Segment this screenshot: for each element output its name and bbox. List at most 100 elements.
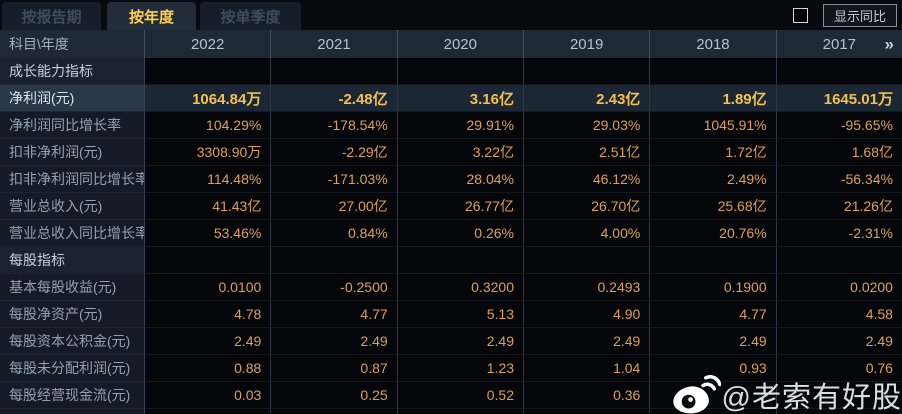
tab-by-year[interactable]: 按年度 — [107, 2, 196, 30]
value-cell: -2.48亿 — [271, 85, 398, 112]
more-years-chevron-icon[interactable]: » — [884, 34, 894, 54]
value-cell — [271, 58, 398, 85]
table-row: 净利润(元) 1064.84万 -2.48亿 3.16亿 2.43亿 1.89亿 1645.… — [0, 85, 902, 112]
value-cell — [397, 409, 524, 414]
value-cell: 1.89亿 — [650, 85, 777, 112]
table-row: 每股未分配利润(元) 0.88 0.87 1.23 1.04 0.93 0.76 — [0, 355, 902, 382]
table-row: 每股资本公积金(元) 2.49 2.49 2.49 2.49 2.49 2.49 — [0, 328, 902, 355]
value-cell: 29.91% — [397, 112, 524, 139]
value-cell: 46.12% — [523, 166, 651, 193]
year-header-label: 2017 — [822, 35, 856, 53]
value-cell: -0.2500 — [271, 274, 398, 301]
value-cell: 5.13 — [397, 301, 524, 328]
value-cell: 2.51亿 — [523, 139, 651, 166]
value-cell: 4.58 — [776, 301, 902, 328]
value-cell: 1064.84万 — [145, 85, 272, 112]
value-cell — [650, 247, 777, 274]
table-row: 每股净资产(元) 4.78 4.77 5.13 4.90 4.77 4.58 — [0, 301, 902, 328]
value-cell: 0.0200 — [776, 274, 902, 301]
row-label: 基本每股收益(元) — [0, 274, 145, 301]
tab-bar: 按报告期 按年度 按单季度 显示同比 — [0, 0, 902, 30]
value-cell: 3.22亿 — [397, 139, 524, 166]
table-row — [0, 409, 902, 414]
value-cell: 2.49 — [271, 328, 398, 355]
year-header-2017: 2017 » — [777, 30, 902, 58]
value-cell: 0.1900 — [650, 274, 777, 301]
tab-by-single-quarter[interactable]: 按单季度 — [200, 2, 301, 30]
row-label: 净利润(元) — [0, 85, 145, 112]
value-cell: -178.54% — [271, 112, 398, 139]
value-cell — [145, 247, 272, 274]
value-cell: 21.26亿 — [776, 193, 902, 220]
value-cell: -2.29亿 — [271, 139, 398, 166]
value-cell: 1.68亿 — [776, 139, 902, 166]
value-cell: 0.88 — [145, 355, 272, 382]
row-label: 每股资本公积金(元) — [0, 328, 145, 355]
value-cell: 2.49 — [650, 328, 777, 355]
value-cell — [523, 58, 651, 85]
table-row: 每股经营现金流(元) 0.03 0.25 0.52 0.36 — [0, 382, 902, 409]
value-cell — [776, 247, 902, 274]
value-cell: 4.90 — [523, 301, 651, 328]
value-cell: -56.34% — [776, 166, 902, 193]
value-cell: 1045.91% — [650, 112, 777, 139]
value-cell — [650, 58, 777, 85]
row-label: 每股净资产(元) — [0, 301, 145, 328]
table-row: 营业总收入同比增长率 53.46% 0.84% 0.26% 4.00% 20.76% -2.… — [0, 220, 902, 247]
row-label: 每股指标 — [0, 247, 145, 274]
year-header-2019: 2019 — [524, 30, 651, 58]
value-cell: 53.46% — [145, 220, 272, 247]
row-label — [0, 409, 145, 414]
show-yoy-button[interactable]: 显示同比 — [823, 4, 897, 27]
value-cell: 4.77 — [650, 301, 777, 328]
table-row: 扣非净利润同比增长率 114.48% -171.03% 28.04% 46.12% 2.4… — [0, 166, 902, 193]
row-label: 成长能力指标 — [0, 58, 145, 85]
table-row: 净利润同比增长率 104.29% -178.54% 29.91% 29.03% 1045.… — [0, 112, 902, 139]
value-cell: 25.68亿 — [650, 193, 777, 220]
value-cell: 1.04 — [523, 355, 651, 382]
value-cell: 2.49 — [776, 328, 902, 355]
value-cell: 26.77亿 — [397, 193, 524, 220]
row-label: 营业总收入同比增长率 — [0, 220, 145, 247]
value-cell: 27.00亿 — [271, 193, 398, 220]
value-cell: 2.49% — [650, 166, 777, 193]
row-label: 每股经营现金流(元) — [0, 382, 145, 409]
value-cell: 0.52 — [397, 382, 524, 409]
tab-by-report-period[interactable]: 按报告期 — [2, 2, 101, 30]
value-cell: 41.43亿 — [145, 193, 272, 220]
table-body: 成长能力指标 净利润(元) 1064.84万 -2.48亿 3.16亿 2.43亿 1.89… — [0, 58, 902, 414]
show-yoy-checkbox[interactable] — [793, 8, 808, 23]
value-cell — [397, 58, 524, 85]
value-cell — [271, 409, 398, 414]
section-row: 成长能力指标 — [0, 58, 902, 85]
value-cell: 3308.90万 — [145, 139, 272, 166]
value-cell — [650, 382, 777, 409]
value-cell: 2.43亿 — [523, 85, 651, 112]
value-cell: 0.84% — [271, 220, 398, 247]
year-header-2022: 2022 — [145, 30, 272, 58]
table-row: 营业总收入(元) 41.43亿 27.00亿 26.77亿 26.70亿 25.68亿 21… — [0, 193, 902, 220]
value-cell — [271, 247, 398, 274]
value-cell — [145, 409, 272, 414]
value-cell: 1.72亿 — [650, 139, 777, 166]
value-cell: 0.3200 — [397, 274, 524, 301]
value-cell — [776, 409, 902, 414]
row-label: 营业总收入(元) — [0, 193, 145, 220]
value-cell: 114.48% — [145, 166, 272, 193]
value-cell: 0.03 — [145, 382, 272, 409]
table-row: 扣非净利润(元) 3308.90万 -2.29亿 3.22亿 2.51亿 1.72亿 1.6… — [0, 139, 902, 166]
value-cell: 20.76% — [650, 220, 777, 247]
value-cell: 2.49 — [145, 328, 272, 355]
value-cell — [650, 409, 777, 414]
value-cell: 0.0100 — [145, 274, 272, 301]
row-label: 净利润同比增长率 — [0, 112, 145, 139]
value-cell: 1.23 — [397, 355, 524, 382]
value-cell: 104.29% — [145, 112, 272, 139]
value-cell: 0.87 — [271, 355, 398, 382]
year-header-2021: 2021 — [271, 30, 398, 58]
value-cell — [397, 247, 524, 274]
year-header-2018: 2018 — [650, 30, 777, 58]
table-header-row: 科目\年度 2022 2021 2020 2019 2018 2017 » — [0, 30, 902, 58]
value-cell: 4.77 — [271, 301, 398, 328]
value-cell: 0.36 — [523, 382, 651, 409]
